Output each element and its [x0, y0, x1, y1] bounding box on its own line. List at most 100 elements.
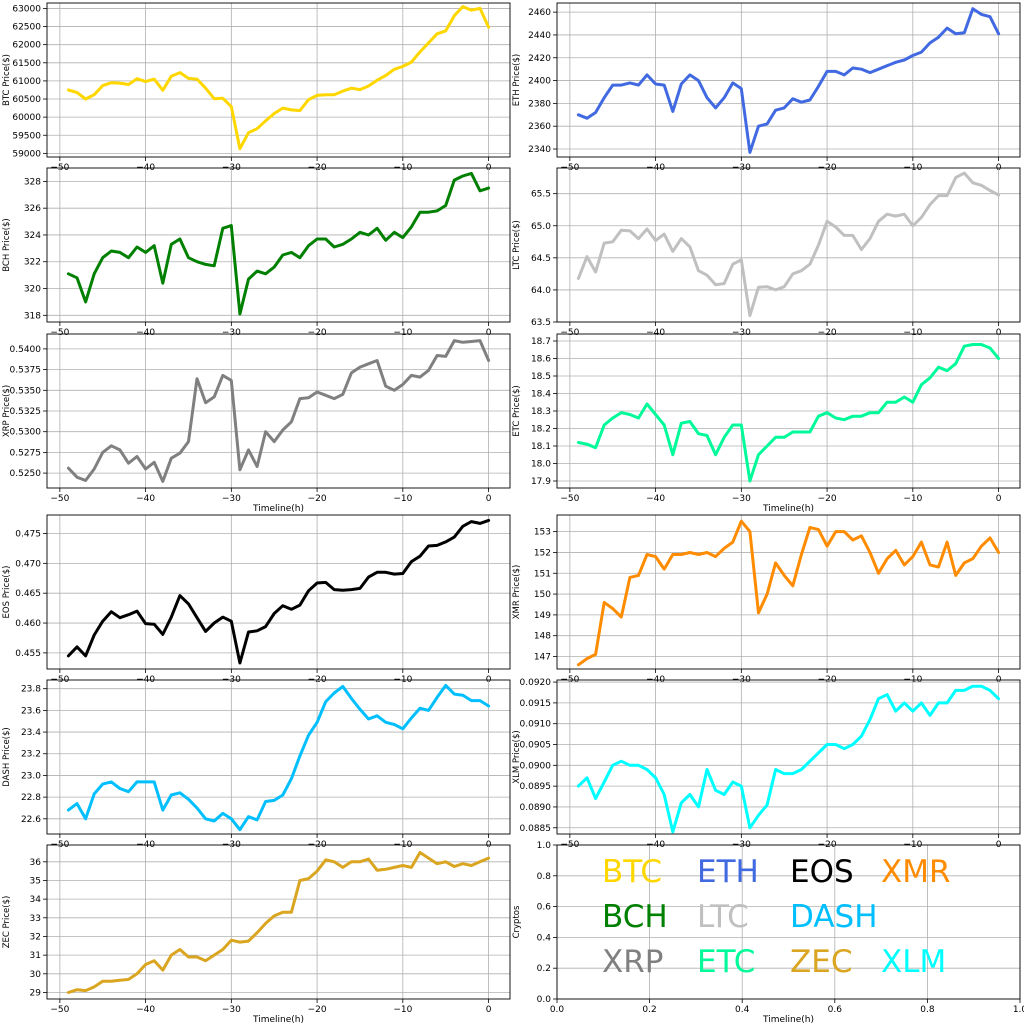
y-tick-label: 23.2: [21, 750, 41, 760]
y-tick-label: 18.4: [531, 390, 551, 400]
x-tick-label: −30: [222, 494, 241, 504]
y-tick-label: 0.5300: [10, 428, 42, 438]
series-line: [66, 851, 491, 994]
legend-label: ETC: [697, 944, 755, 980]
y-tick-label: 0.5275: [10, 448, 42, 458]
y-axis-label: LTC Price($): [512, 220, 522, 270]
y-tick-label: 23.6: [21, 706, 41, 716]
y-tick-label: 2460: [528, 8, 551, 18]
x-tick-label: −20: [308, 1005, 327, 1015]
y-tick-label: 328: [24, 177, 41, 187]
plot-frame: [556, 844, 1021, 1000]
chart-panel-9: −50 −40 −30 −20 −10 00.08850.08900.08950.0900…: [512, 678, 1021, 850]
y-axis-label: ETH Price($): [512, 54, 522, 106]
y-tick-label: 35: [30, 876, 41, 886]
series-line: [66, 339, 491, 483]
y-tick-label: 65.5: [531, 190, 551, 200]
plot-frame: [556, 679, 1021, 835]
y-tick-label: 318: [24, 311, 41, 321]
y-axis-label: ZEC Price($): [2, 896, 12, 949]
series-line: [576, 7, 1001, 154]
plot-frame: [46, 844, 511, 1000]
chart-panel-2: −50 −40 −30 −20 −10 0 318 320 322 324 326 328 BCH Pr…: [2, 167, 511, 338]
y-tick-label: 0.8: [537, 872, 552, 882]
plot-frame: [46, 167, 511, 323]
x-axis-label: Timeline(h): [762, 1015, 814, 1024]
chart-panel-5: −50 −40 −30 −20 −10 0 17.9 18.0 18.1 18.2 18.3 18.4…: [512, 333, 1021, 514]
x-tick-label: −30: [732, 328, 751, 338]
series-line: [66, 5, 491, 151]
chart-panel-10: −50 −40 −30 −20 −10 0 29 30 31 32 33 34 35 36 ZEC Pric…: [2, 844, 511, 1025]
plot-frame: [556, 333, 1021, 489]
y-tick-label: 18.2: [531, 425, 551, 435]
x-tick-label: −10: [393, 494, 412, 504]
y-axis-label: ETC Price($): [512, 385, 522, 436]
y-tick-label: 2380: [528, 99, 551, 109]
y-tick-label: 60500: [12, 95, 41, 105]
x-tick-label: 0: [996, 494, 1002, 504]
y-tick-label: 0.0920: [520, 678, 552, 688]
x-tick-label: −50: [50, 1005, 69, 1015]
x-tick-label: −30: [732, 494, 751, 504]
x-tick-label: 0: [486, 1005, 492, 1015]
y-tick-label: 63.5: [531, 318, 551, 328]
legend-label: XLM: [881, 944, 946, 980]
chart-panel-11: 0.0 0.2 0.4 0.6 0.8 1.0 0.0 0.2 0.4 0.6 0.8 1.0 Cryp…: [512, 841, 1024, 1025]
x-tick-label: 0.6: [828, 1005, 843, 1015]
y-tick-label: 18.5: [531, 372, 551, 382]
y-tick-label: 0.0895: [520, 782, 552, 792]
legend-label: XMR: [881, 854, 951, 890]
plot-frame: [556, 514, 1021, 670]
x-tick-label: −40: [136, 328, 155, 338]
x-tick-label: 0: [486, 494, 492, 504]
chart-panel-0: −50−40−30−20−100590005950060000605006100…: [2, 2, 511, 173]
y-tick-label: 17.9: [531, 477, 551, 487]
y-tick-label: 0.5325: [10, 407, 42, 417]
chart-panel-1: −50−40−30−20−100234023602380240024202440…: [512, 2, 1021, 173]
y-tick-label: 152: [534, 548, 551, 558]
y-tick-label: 2420: [528, 54, 551, 64]
x-tick-label: −40: [646, 328, 665, 338]
y-tick-label: 18.6: [531, 355, 551, 365]
series-line: [576, 684, 1001, 834]
legend-label: ZEC: [790, 944, 852, 980]
y-tick-label: 34: [30, 895, 42, 905]
y-tick-label: 0.5250: [10, 469, 42, 479]
x-tick-label: −20: [818, 328, 837, 338]
legend-label: LTC: [697, 899, 749, 935]
y-tick-label: 153: [534, 528, 551, 538]
x-tick-label: −50: [560, 328, 579, 338]
x-tick-label: 1.0: [1013, 1005, 1024, 1015]
y-tick-label: 22.6: [21, 815, 41, 825]
chart-panel-7: −50−40−30−20−100147148149150151152153XMR…: [512, 514, 1021, 685]
x-tick-label: −40: [646, 494, 665, 504]
x-tick-label: −40: [136, 494, 155, 504]
y-tick-label: 2400: [528, 77, 551, 87]
x-tick-label: −50: [50, 328, 69, 338]
x-tick-label: −10: [903, 494, 922, 504]
series-line: [66, 518, 491, 665]
y-tick-label: 18.0: [531, 460, 551, 470]
y-tick-label: 0.5350: [10, 386, 42, 396]
y-tick-label: 18.3: [531, 407, 551, 417]
x-axis-label: Timeline(h): [252, 504, 304, 514]
x-tick-label: −50: [560, 494, 579, 504]
y-axis-label: XRP Price($): [2, 385, 12, 437]
legend-label: BTC: [602, 854, 662, 890]
y-tick-label: 23.8: [21, 685, 41, 695]
plot-frame: [46, 514, 511, 670]
x-tick-label: 0.0: [550, 1005, 565, 1015]
y-tick-label: 0.0900: [520, 761, 552, 771]
y-tick-label: 59000: [12, 149, 41, 159]
y-tick-label: 18.1: [531, 442, 551, 452]
y-tick-label: 64.5: [531, 254, 551, 264]
y-tick-label: 147: [534, 653, 551, 663]
series-line: [66, 683, 491, 832]
y-tick-label: 29: [30, 988, 42, 998]
y-tick-label: 2440: [528, 31, 551, 41]
series-line: [576, 171, 1001, 318]
x-axis-label: Timeline(h): [762, 504, 814, 514]
y-tick-label: 63000: [12, 4, 41, 14]
y-tick-label: 60000: [12, 113, 41, 123]
